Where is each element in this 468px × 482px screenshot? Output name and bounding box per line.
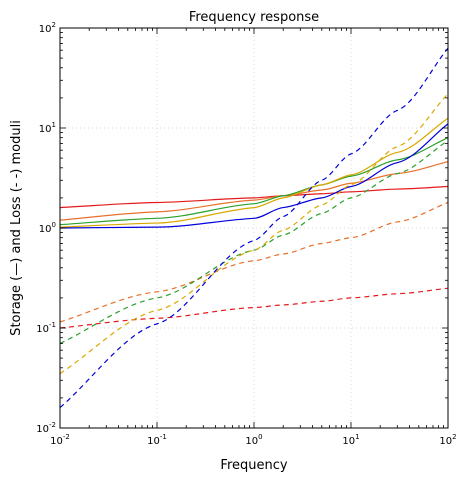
loss-modulus-line-2 [59, 201, 449, 323]
storage-modulus-line-4 [59, 117, 449, 228]
x-tick-label: 10-1 [147, 433, 167, 447]
y-tick-label: 102 [39, 21, 56, 35]
tick-layer: 10-2 10-1 100 101 102 10-2 10-1 100 101 102 [36, 21, 456, 447]
storage-modulus-line-5 [59, 123, 449, 229]
loss-modulus-line-3 [59, 139, 449, 345]
y-tick-label: 10-1 [36, 321, 56, 335]
y-tick-label: 10-2 [36, 421, 56, 435]
series-layer [59, 47, 449, 409]
x-tick-label: 10-2 [50, 433, 70, 447]
y-axis-label: Storage (—) and Loss (- -) moduli [9, 120, 24, 336]
x-tick-label: 100 [245, 433, 262, 447]
loss-modulus-line-4 [59, 93, 449, 375]
storage-modulus-line-3 [59, 137, 449, 226]
chart-title: Frequency response [189, 10, 319, 25]
grid-layer [60, 28, 448, 428]
loss-modulus-line-5 [59, 47, 449, 409]
x-tick-label: 101 [342, 433, 359, 447]
loss-modulus-line-1 [59, 287, 449, 329]
y-tick-label: 101 [39, 121, 56, 135]
x-axis-label: Frequency [220, 458, 287, 473]
storage-modulus-line-2 [59, 161, 449, 221]
y-tick-label: 100 [39, 221, 56, 235]
x-tick-label: 102 [439, 433, 456, 447]
